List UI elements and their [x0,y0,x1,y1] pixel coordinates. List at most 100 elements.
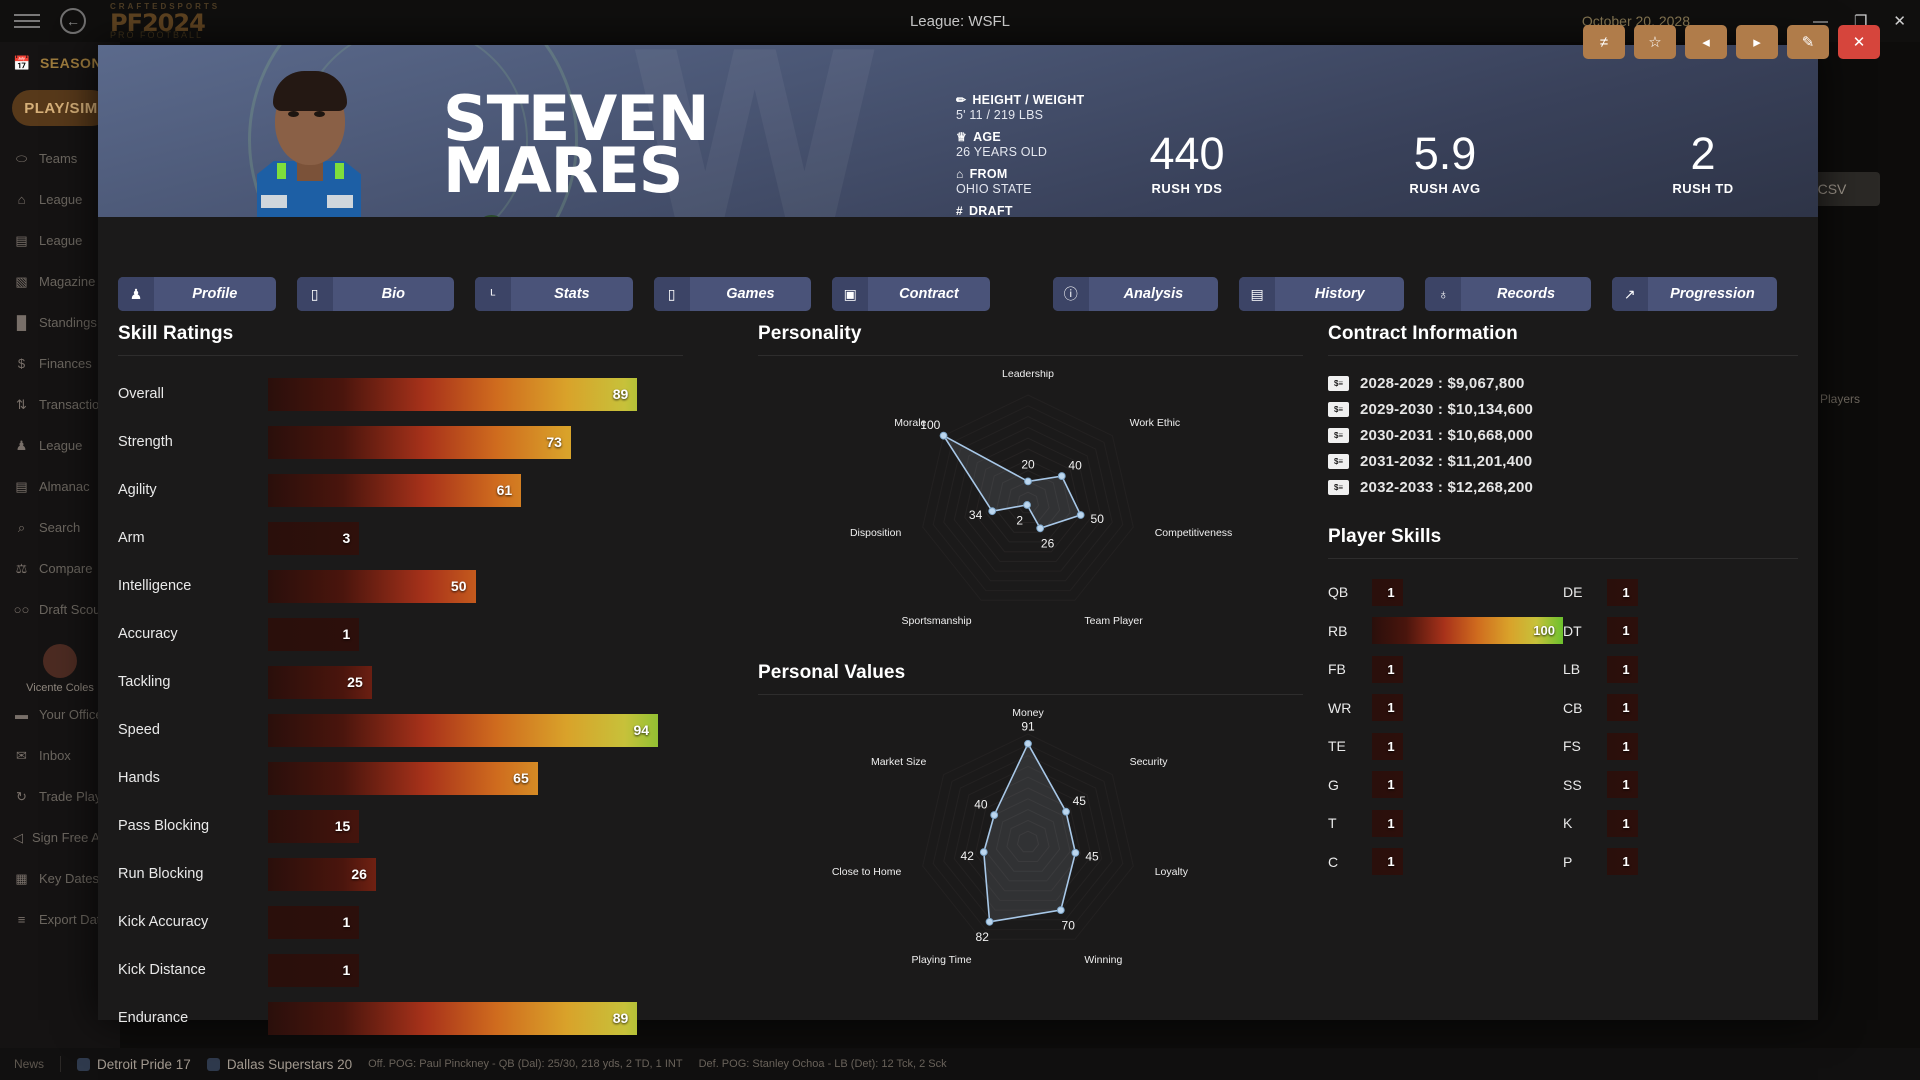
close-window-icon[interactable]: ✕ [1893,13,1906,30]
radar-value-label: 26 [1041,537,1055,551]
personal-values-radar-chart: 91 45 45 70 82 42 40 Money Security Loyalty Winnin… [758,707,1303,979]
sidebar-item-export-data[interactable]: ≡ Export Data [0,899,120,940]
vital-value: OHIO STATE [956,182,1032,196]
tab-stats[interactable]: ᴸ Stats [475,277,633,311]
hamburger-icon[interactable] [14,11,44,31]
tab-analysis[interactable]: ⓘ Analysis [1052,277,1219,311]
personality-radar-chart: 20 40 50 26 2 34 100 Leadership Work Ethic Compet… [758,368,1303,640]
owl-logo-icon [478,215,505,217]
tab-games[interactable]: ▯ Games [653,277,812,311]
stat-value: 440 [1149,128,1225,179]
sidebar-item-teams[interactable]: ⬭ Teams [0,138,120,179]
position-bar: 1 [1372,578,1403,606]
position-bar: 1 [1372,655,1403,683]
vital-label: DRAFT [968,204,1013,217]
team-logo-icon [77,1057,91,1071]
close-button[interactable]: ✕ [1838,25,1880,59]
sidebar-item-league[interactable]: ⌂ League [0,179,120,220]
favorite-button[interactable]: ☆ [1634,25,1676,59]
sidebar-item-league[interactable]: ♟ League [0,425,120,466]
back-arrow-icon[interactable]: ← [60,8,86,34]
skill-row: Speed 94 [118,706,683,754]
sidebar-item-standings[interactable]: █ Standings [0,302,120,343]
position-label: SS [1563,776,1582,793]
radar-value-label: 42 [961,849,975,863]
binoculars-icon: ○○ [13,602,30,617]
skill-row: Overall 89 [118,370,683,418]
transactions-icon: ⇅ [16,396,27,412]
sidebar-item-finances[interactable]: $ Finances [0,343,120,384]
people-icon: ♟ [15,437,28,453]
skill-bar: 1 [268,617,360,651]
watermark-logo: W [628,45,882,217]
edit-button[interactable]: ✎ [1787,25,1829,59]
sidebar-item-compare[interactable]: ⚖ Compare [0,548,120,589]
skill-value: 1 [342,962,351,978]
sidebar-item-search[interactable]: ⌕ Search [0,507,120,548]
position-label: DE [1563,584,1583,601]
sidebar-item-your-office[interactable]: ▬ Your Office [0,694,120,735]
radar-value-label: 91 [1021,720,1035,734]
tab-records[interactable]: ♁ Records [1425,277,1591,311]
skill-row: Hands 65 [118,754,683,802]
radar-axis-label: Sportsmanship [902,615,972,627]
sidebar-item-label: Magazine [39,274,96,289]
player-skill-row: QB 1 [1328,573,1563,612]
tab-history[interactable]: ▤ History [1239,277,1405,311]
home-team-score[interactable]: Dallas Superstars 20 [206,1057,352,1072]
play-sim-button[interactable]: PLAY/SIM [12,90,110,126]
sidebar-item-almanac[interactable]: ▤ Almanac [0,466,120,507]
sidebar-item-label: Search [39,520,81,535]
stat-label: RUSH YDS [1151,181,1223,196]
radar-svg: 20 40 50 26 2 34 100 Leadership Work Ethic Compet… [850,368,1232,627]
tab-bio[interactable]: ▯ Bio [296,277,455,311]
sidebar-item-inbox[interactable]: ✉ Inbox [0,735,120,776]
money-note-icon: $≡ [1328,479,1349,495]
divider [758,355,1303,356]
tab-label: Progression [1670,286,1755,302]
sidebar-season[interactable]: 📅 SEASON [0,42,120,84]
radar-axis-label: Playing Time [911,954,971,966]
contract-row: $≡ 2028-2029 : $9,067,800 [1328,370,1798,396]
sidebar-item-label: Transactions [39,397,113,412]
skill-bar: 50 [268,569,476,603]
position-label: CB [1563,699,1583,716]
skill-row: Strength 73 [118,418,683,466]
skill-bar-track: 25 [268,665,683,699]
tab-label: Contract [899,286,959,302]
sidebar-item-label: Key Dates [39,871,99,886]
radar-axis-label: Loyalty [1155,866,1189,878]
radar-value-label: 82 [976,930,990,944]
sidebar-item-magazine[interactable]: ▧ Magazine [0,261,120,302]
previous-button[interactable]: ◂ [1685,25,1727,59]
position-bar: 1 [1372,732,1403,760]
skill-bar: 26 [268,857,376,891]
sidebar-nav: ⬭ Teams ⌂ League ▤ League ▧ Magazine █ Standings $… [0,138,120,630]
skill-value: 25 [347,674,363,690]
next-button[interactable]: ▸ [1736,25,1778,59]
trend-icon: ↗ [1611,277,1648,311]
skill-value: 65 [513,770,529,786]
position-bar-track: 1 [1372,655,1563,683]
sidebar-item-draft-scout[interactable]: ○○ Draft Scout [0,589,120,630]
vital-value: 5' 11 / 219 LBS [956,108,1044,122]
skill-row: Endurance 89 [118,994,683,1042]
tab-progression[interactable]: ↗ Progression [1611,277,1778,311]
position-bar-track: 1 [1607,809,1798,837]
medal-icon: ♁ [1425,277,1462,311]
sidebar-item-key-dates[interactable]: ▦ Key Dates [0,858,120,899]
news-label[interactable]: News [14,1057,45,1071]
tab-contract[interactable]: ▣ Contract [832,277,990,311]
compare-button[interactable]: ≠ [1583,25,1625,59]
position-label: QB [1328,584,1349,601]
sidebar-item-transactions[interactable]: ⇅ Transactions [0,384,120,425]
money-note-icon: $≡ [1328,453,1349,469]
skill-label: Accuracy [118,626,178,642]
sidebar-item-league[interactable]: ▤ League [0,220,120,261]
skill-label: Kick Accuracy [118,914,209,930]
tab-profile[interactable]: ♟ Profile [118,277,276,311]
skill-ratings-section: Skill Ratings Overall 89 Strength 73 Agility… [118,323,683,1042]
away-team-score[interactable]: Detroit Pride 17 [77,1057,191,1072]
